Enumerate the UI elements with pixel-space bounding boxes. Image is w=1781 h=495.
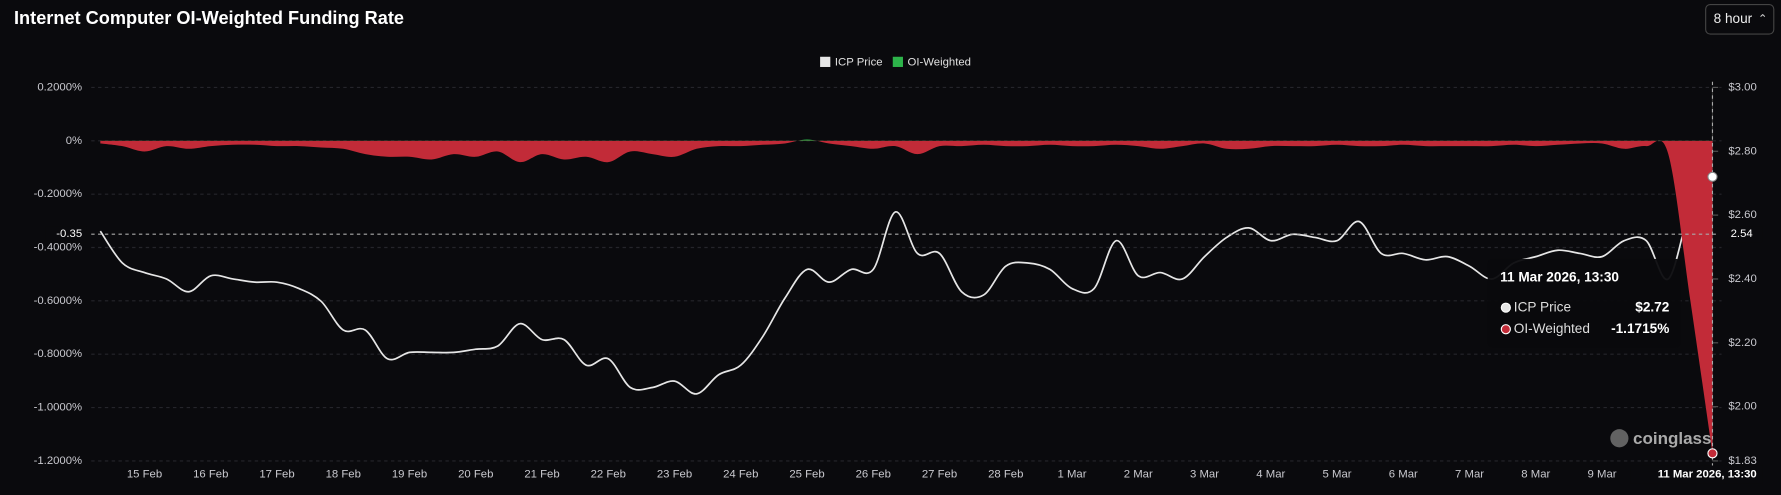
crosshair-label-bg <box>45 226 87 243</box>
y-tick-label: 0% <box>66 135 82 147</box>
x-tick-label: 9 Mar <box>1588 469 1617 481</box>
x-tick-label: 15 Feb <box>127 469 162 481</box>
y-tick-label: -0.2000% <box>34 188 83 200</box>
x-tick-label: 26 Feb <box>856 469 891 481</box>
funding-area-positive <box>100 139 1713 141</box>
interval-select[interactable] <box>1705 3 1775 35</box>
x-tick-label: 23 Feb <box>657 469 692 481</box>
y2-tick-label: $1.83 <box>1728 455 1756 467</box>
x-tick-label: 18 Feb <box>326 469 361 481</box>
tooltip-name: OI-Weighted <box>1514 321 1590 336</box>
x-tick-label: 25 Feb <box>789 469 824 481</box>
y2-tick-label: $2.80 <box>1728 145 1756 157</box>
tooltip-value: $2.72 <box>1635 299 1669 314</box>
x-tick-label: 24 Feb <box>723 469 758 481</box>
select-arrow: ⌃ <box>1758 13 1768 25</box>
watermark: coinglass <box>1633 429 1712 448</box>
chart-title: Internet Computer OI-Weighted Funding Ra… <box>14 8 404 28</box>
x-tick-label: 6 Mar <box>1389 469 1418 481</box>
price-line <box>99 176 1714 395</box>
x-tick-label: 16 Feb <box>193 469 228 481</box>
x-tick-label: 27 Feb <box>922 469 957 481</box>
y-tick-label: -0.4000% <box>34 242 83 254</box>
tooltip-value: -1.1715% <box>1611 321 1669 336</box>
legend-label[interactable]: OI-Weighted <box>908 56 971 68</box>
crosshair-x-label-bg <box>1630 465 1763 484</box>
tooltip-swatch <box>1500 324 1511 335</box>
y-tick-label: -1.0000% <box>34 402 83 414</box>
x-tick-label: 19 Feb <box>392 469 427 481</box>
tooltip-box <box>1487 258 1681 348</box>
x-tick-label: 28 Feb <box>988 469 1023 481</box>
y-tick-label: -1.2000% <box>34 455 83 467</box>
x-tick-label: 21 Feb <box>524 469 559 481</box>
y2-tick-label: $2.60 <box>1728 209 1756 221</box>
funding-dot <box>1707 448 1718 459</box>
legend-swatch <box>892 56 903 67</box>
x-tick-label: 1 Mar <box>1058 469 1087 481</box>
x-tick-label: 4 Mar <box>1256 469 1285 481</box>
tooltip-name: ICP Price <box>1514 299 1571 314</box>
legend-label[interactable]: ICP Price <box>835 56 883 68</box>
funding-area-negative <box>100 140 1713 454</box>
tooltip-swatch <box>1500 302 1511 313</box>
y2-tick-label: $2.00 <box>1728 401 1756 413</box>
y-tick-label: -0.6000% <box>34 295 83 307</box>
x-tick-label: 3 Mar <box>1190 469 1219 481</box>
x-tick-label: 22 Feb <box>591 469 626 481</box>
x-tick-label: 8 Mar <box>1521 469 1550 481</box>
legend-swatch <box>820 56 831 67</box>
x-tick-label: 17 Feb <box>259 469 294 481</box>
tooltip-title: 11 Mar 2026, 13:30 <box>1500 270 1619 285</box>
y-tick-label: -0.8000% <box>34 348 83 360</box>
price-dot <box>1707 171 1718 182</box>
y2-tick-label: $3.00 <box>1728 81 1756 93</box>
x-tick-label: 20 Feb <box>458 469 493 481</box>
crosshair-label-bg <box>1717 226 1763 243</box>
x-tick-label: 2 Mar <box>1124 469 1153 481</box>
y-tick-label: 0.2000% <box>37 81 82 93</box>
crosshair-y2-label: 2.54 <box>1731 228 1753 240</box>
x-tick-label: 7 Mar <box>1455 469 1484 481</box>
watermark-icon <box>1610 429 1629 448</box>
crosshair-x-label: 11 Mar 2026, 13:30 <box>1658 469 1757 481</box>
interval-label[interactable]: 8 hour <box>1714 11 1753 26</box>
y2-tick-label: $2.20 <box>1728 337 1756 349</box>
x-tick-label: 5 Mar <box>1323 469 1352 481</box>
crosshair-y-label: -0.35 <box>56 228 82 240</box>
y2-tick-label: $2.40 <box>1728 273 1756 285</box>
